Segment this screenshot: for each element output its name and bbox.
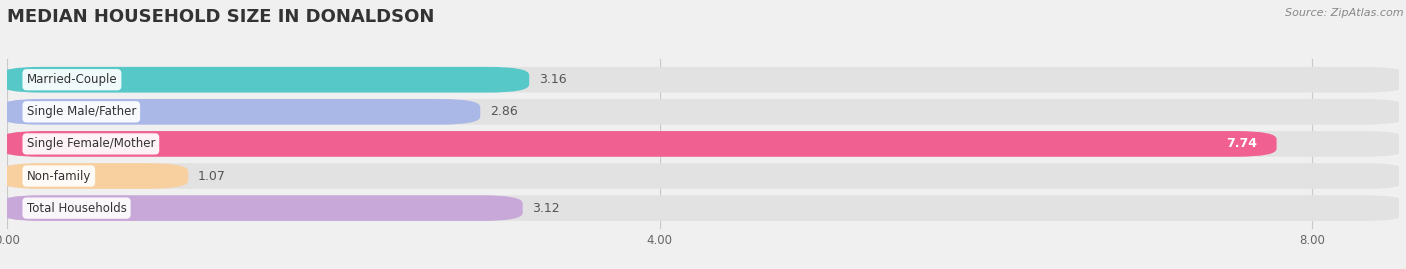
Text: Single Male/Father: Single Male/Father — [27, 105, 136, 118]
FancyBboxPatch shape — [0, 67, 529, 93]
FancyBboxPatch shape — [0, 131, 1277, 157]
FancyBboxPatch shape — [0, 99, 1406, 125]
FancyBboxPatch shape — [0, 195, 523, 221]
Text: Married-Couple: Married-Couple — [27, 73, 117, 86]
FancyBboxPatch shape — [0, 131, 1406, 157]
Text: 1.07: 1.07 — [198, 169, 226, 182]
FancyBboxPatch shape — [0, 67, 1406, 93]
Text: 3.12: 3.12 — [533, 201, 560, 215]
FancyBboxPatch shape — [0, 163, 1406, 189]
Text: Source: ZipAtlas.com: Source: ZipAtlas.com — [1285, 8, 1403, 18]
Text: Non-family: Non-family — [27, 169, 91, 182]
Text: Single Female/Mother: Single Female/Mother — [27, 137, 155, 150]
Text: 7.74: 7.74 — [1226, 137, 1257, 150]
FancyBboxPatch shape — [0, 99, 481, 125]
FancyBboxPatch shape — [0, 163, 188, 189]
Text: 2.86: 2.86 — [491, 105, 517, 118]
FancyBboxPatch shape — [0, 195, 1406, 221]
Text: 3.16: 3.16 — [538, 73, 567, 86]
Text: Total Households: Total Households — [27, 201, 127, 215]
Text: MEDIAN HOUSEHOLD SIZE IN DONALDSON: MEDIAN HOUSEHOLD SIZE IN DONALDSON — [7, 8, 434, 26]
